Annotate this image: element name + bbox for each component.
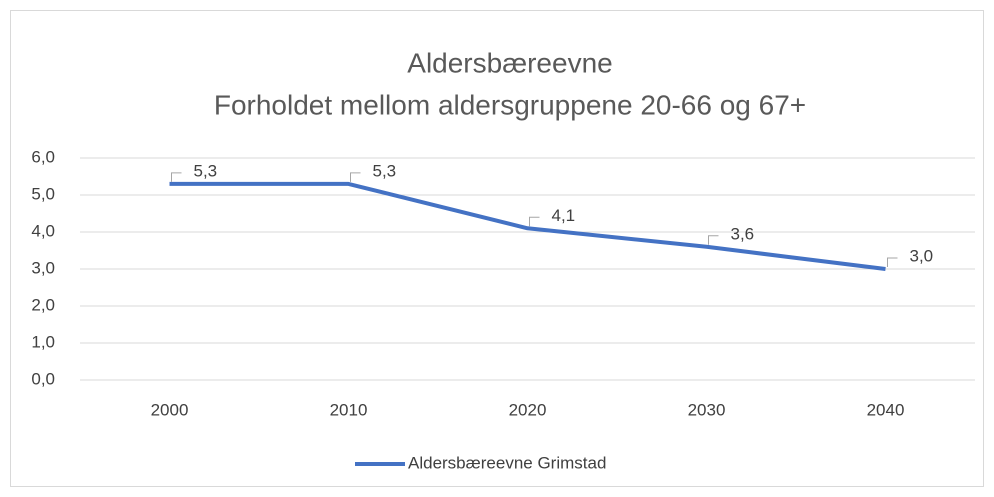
y-tick-label: 1,0 [31,332,55,351]
x-tick-label: 2030 [688,400,726,419]
data-label: 3,6 [731,224,755,243]
y-tick-label: 5,0 [31,184,55,203]
y-tick-label: 4,0 [31,221,55,240]
label-callout [708,235,719,245]
chart-border [10,10,984,487]
y-tick-label: 6,0 [31,147,55,166]
y-tick-label: 3,0 [31,258,55,277]
legend-label: Aldersbæreevne Grimstad [408,453,606,472]
label-callout [350,172,361,182]
x-tick-label: 2000 [151,400,189,419]
label-callout [529,216,540,227]
label-callout [887,257,898,267]
chart-title: Aldersbæreevne [407,47,612,78]
y-tick-label: 0,0 [31,369,55,388]
data-label: 5,3 [373,161,397,180]
x-tick-label: 2010 [330,400,368,419]
data-label: 4,1 [552,206,576,225]
y-tick-label: 2,0 [31,295,55,314]
label-callout [171,172,182,182]
chart-subtitle: Forholdet mellom aldersgruppene 20-66 og… [214,89,806,120]
x-tick-label: 2040 [867,400,905,419]
line-series [169,181,886,271]
data-label: 3,0 [910,246,934,265]
x-tick-label: 2020 [509,400,547,419]
data-label: 5,3 [194,161,218,180]
